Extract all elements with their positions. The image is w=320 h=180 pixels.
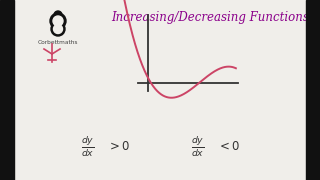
Circle shape: [53, 16, 63, 26]
Circle shape: [51, 22, 65, 36]
Bar: [306, 0, 320, 180]
Text: $\frac{dy}{dx}$: $\frac{dy}{dx}$: [191, 135, 205, 159]
Bar: [0, 0, 14, 180]
Text: $< 0$: $< 0$: [217, 141, 240, 154]
Text: Corbettmaths: Corbettmaths: [38, 40, 78, 46]
Text: Increasing/Decreasing Functions: Increasing/Decreasing Functions: [111, 12, 309, 24]
Text: $\frac{dy}{dx}$: $\frac{dy}{dx}$: [81, 135, 95, 159]
Circle shape: [53, 24, 62, 33]
Circle shape: [50, 13, 66, 29]
Text: $> 0$: $> 0$: [107, 141, 130, 154]
Circle shape: [54, 11, 62, 19]
